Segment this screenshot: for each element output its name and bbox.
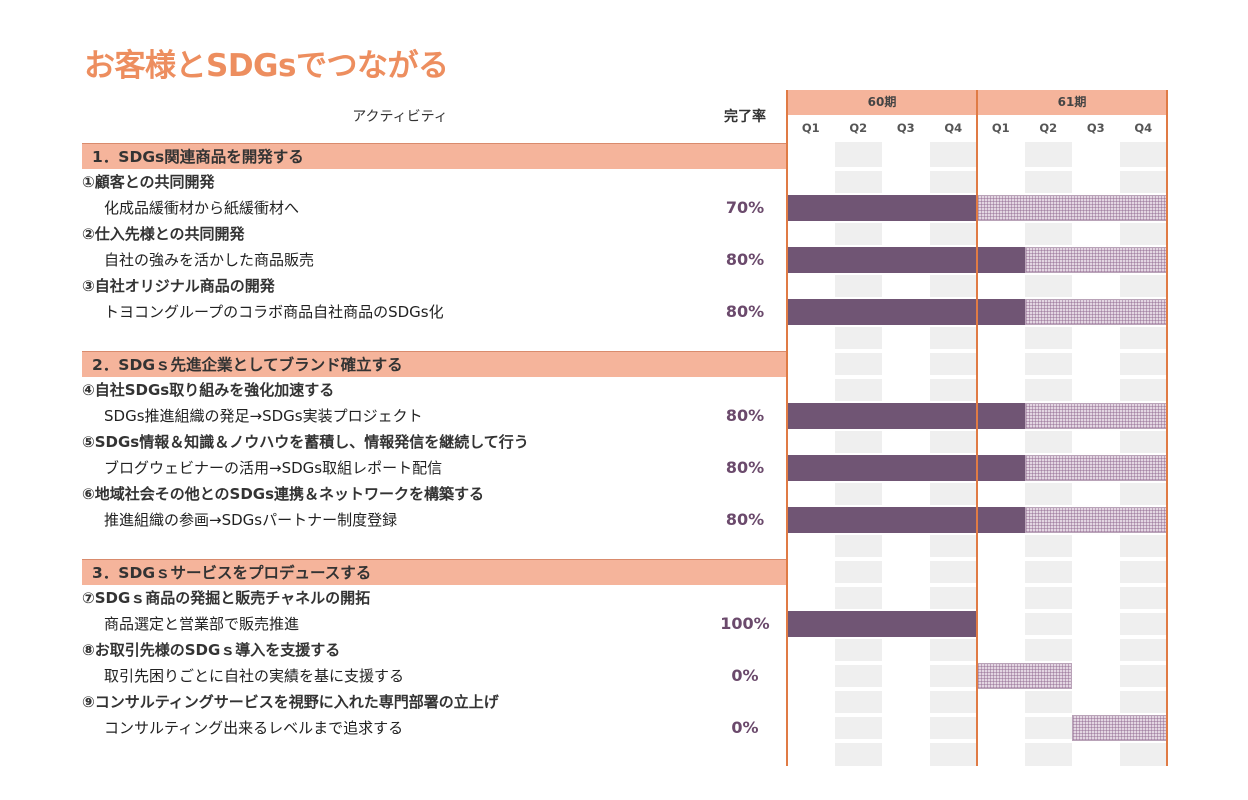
quarter-label: Q1: [991, 121, 1010, 135]
item-heading: ②仕入先様との共同開発: [82, 225, 245, 243]
section-1-header: 1．SDGs関連商品を開発する: [82, 143, 787, 169]
item-heading: ③自社オリジナル商品の開発: [82, 277, 275, 295]
completion-rate-column-header: 完了率: [724, 109, 766, 125]
gantt-bar-completed: [787, 455, 1025, 481]
quarter-label: Q2: [849, 121, 868, 135]
item-activity: コンサルティング出来るレベルまで追求する: [104, 719, 404, 737]
item-rate: 0%: [731, 666, 759, 685]
gantt-bar-planned: [977, 663, 1072, 689]
period-60-header: 60期: [787, 90, 977, 115]
item-heading: ⑥地域社会その他とのSDGs連携＆ネットワークを構築する: [82, 485, 485, 503]
gantt-bar-planned: [1024, 403, 1167, 429]
quarter-label: Q4: [1134, 121, 1153, 135]
gantt-bar-planned: [1024, 247, 1167, 273]
item-heading: ⑨コンサルティングサービスを視野に入れた専門部署の立上げ: [82, 693, 499, 711]
item-activity: 化成品緩衝材から紙緩衝材へ: [104, 199, 300, 217]
gantt-left-border: [786, 90, 788, 766]
gantt-bar-planned: [977, 195, 1167, 221]
item-activity: 自社の強みを活かした商品販売: [104, 251, 315, 269]
item-rate: 80%: [725, 458, 765, 477]
item-activity: トヨコングループのコラボ商品自社商品のSDGs化: [104, 303, 444, 321]
section-2-header: 2．SDGｓ先進企業としてブランド確立する: [82, 351, 787, 377]
gantt-bar-completed: [787, 611, 977, 637]
item-rate: 80%: [725, 250, 765, 269]
quarter-label: Q1: [801, 121, 820, 135]
gantt-bar-completed: [787, 195, 977, 221]
item-heading: ①顧客との共同開発: [82, 173, 215, 191]
gantt-bar-completed: [787, 507, 1025, 533]
period-61-header: 61期: [977, 90, 1167, 115]
gantt-bar-planned: [1024, 299, 1167, 325]
quarter-label: Q4: [944, 121, 963, 135]
quarter-label: Q3: [896, 121, 915, 135]
page-title: お客様とSDGsでつながる: [84, 48, 449, 84]
period-divider: [976, 90, 978, 766]
gantt-chart: 60期 61期 Q1 Q2 Q3 Q4 Q1 Q2 Q3 Q4: [786, 90, 1168, 766]
item-activity: 取引先困りごとに自社の実績を基に支援する: [104, 667, 405, 685]
gantt-bar-completed: [787, 247, 1025, 273]
gantt-right-border: [1166, 90, 1168, 766]
item-rate: 80%: [725, 510, 765, 529]
item-heading: ⑤SDGs情報＆知識＆ノウハウを蓄積し、情報発信を継続して行う: [82, 433, 529, 451]
item-rate: 70%: [725, 198, 765, 217]
item-activity: ブログウェビナーの活用→SDGs取組レポート配信: [104, 459, 443, 477]
item-rate: 80%: [725, 406, 765, 425]
item-activity: SDGs推進組織の発足→SDGs実装プロジェクト: [104, 407, 423, 425]
item-heading: ⑧お取引先様のSDGｓ導入を支援する: [82, 641, 341, 659]
gantt-bar-completed: [787, 403, 1025, 429]
item-rate: 100%: [720, 614, 770, 633]
quarter-label: Q3: [1086, 121, 1105, 135]
item-rate: 0%: [731, 718, 759, 737]
section-3-header: 3．SDGｓサービスをプロデュースする: [82, 559, 787, 585]
item-rate: 80%: [725, 302, 765, 321]
activity-column-header: アクティビティ: [352, 109, 448, 125]
gantt-bar-planned: [1024, 507, 1167, 533]
item-heading: ④自社SDGs取り組みを強化加速する: [82, 381, 335, 399]
quarter-label: Q2: [1039, 121, 1058, 135]
gantt-bar-planned: [1024, 455, 1167, 481]
gantt-bar-completed: [787, 299, 1025, 325]
item-heading: ⑦SDGｓ商品の発掘と販売チャネルの開拓: [82, 589, 371, 607]
gantt-bar-planned: [1072, 715, 1167, 741]
item-activity: 推進組織の参画→SDGsパートナー制度登録: [104, 511, 398, 529]
item-activity: 商品選定と営業部で販売推進: [104, 615, 300, 633]
